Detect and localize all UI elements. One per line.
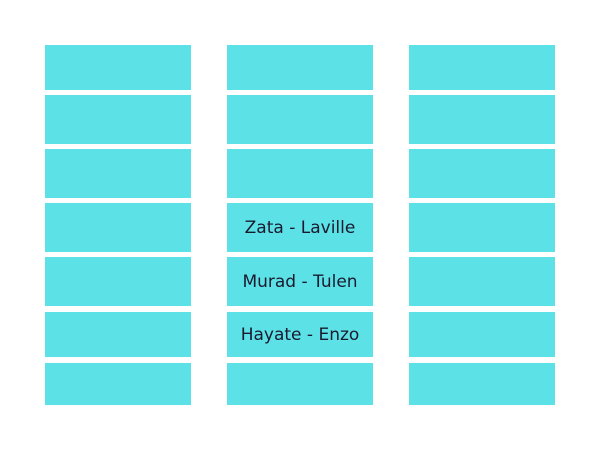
slot-cell: Hayate - Enzo xyxy=(227,312,373,357)
slot-cell xyxy=(227,45,373,90)
slot-cell xyxy=(45,312,191,357)
slot-cell xyxy=(45,203,191,252)
slot-cell xyxy=(227,95,373,144)
slot-cell xyxy=(409,257,555,306)
slot-cell xyxy=(45,363,191,405)
slot-cell xyxy=(409,95,555,144)
slot-cell: Murad - Tulen xyxy=(227,257,373,306)
slot-cell xyxy=(409,149,555,198)
slot-cell xyxy=(45,95,191,144)
slot-cell xyxy=(227,149,373,198)
slot-cell xyxy=(45,149,191,198)
slot-cell: Zata - Laville xyxy=(227,203,373,252)
slot-cell xyxy=(409,203,555,252)
slot-cell xyxy=(227,363,373,405)
slot-cell xyxy=(409,363,555,405)
slot-cell xyxy=(45,45,191,90)
slot-cell xyxy=(409,312,555,357)
slot-cell xyxy=(45,257,191,306)
slot-cell xyxy=(409,45,555,90)
